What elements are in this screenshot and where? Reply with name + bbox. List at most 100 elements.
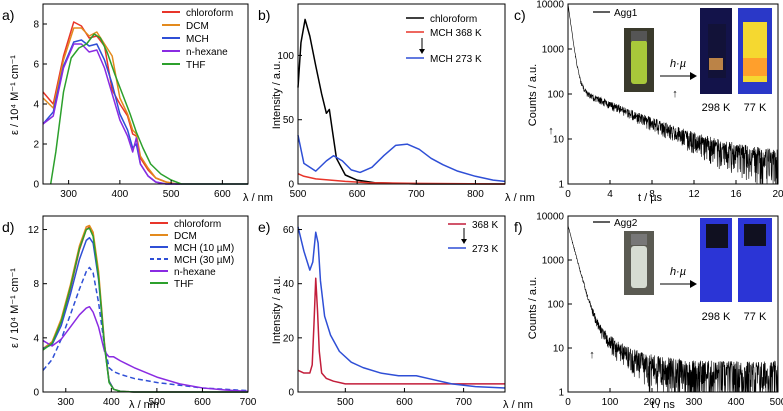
y-tick-label: 40 [283, 279, 295, 290]
panel-f: f) t / ns Counts / a.u. Agg2 h·µ 298 K 7… [514, 212, 783, 411]
x-tick-label: 4 [607, 189, 613, 200]
x-tick-label: 600 [396, 397, 413, 408]
x-axis-label: λ / nm [243, 192, 273, 204]
legend-mch-10: MCH (10 µM) [174, 243, 234, 254]
photo-77k [738, 218, 772, 302]
y-tick-label: 50 [283, 115, 295, 126]
series-273-k [297, 226, 506, 389]
y-tick-label: 6 [33, 60, 39, 71]
photo-298k [700, 8, 732, 94]
y-tick-label: 10000 [536, 212, 564, 223]
plot-frame [42, 215, 249, 393]
temp-label-298k: 298 K [702, 311, 731, 323]
legend-label: Agg1 [614, 8, 638, 19]
series-thf [42, 227, 248, 393]
x-tick-label: 100 [602, 397, 619, 408]
panel-c: c) t / µs Counts / a.u. Agg1 h·µ 298 K 7… [514, 0, 783, 204]
y-tick-label: 2 [33, 140, 39, 151]
series-thf [49, 33, 248, 185]
arrow-head-icon [690, 280, 697, 288]
plot-frame [297, 215, 506, 393]
legend-273k: 273 K [472, 244, 498, 255]
y-tick-label: 10 [553, 344, 565, 355]
y-tick-label: 0 [33, 180, 39, 191]
x-tick-label: 400 [103, 397, 120, 408]
excitation-label: h·µ [670, 266, 686, 278]
y-tick-label: 10 [553, 135, 565, 146]
panel-label: a) [2, 7, 14, 23]
x-tick-label: 500 [337, 397, 354, 408]
temp-label-77k: 77 K [744, 102, 767, 114]
x-tick-label: 700 [240, 397, 257, 408]
x-tick-label: 700 [408, 189, 425, 200]
up-arrow-2: ↑ [672, 88, 678, 100]
x-tick-label: 600 [349, 189, 366, 200]
y-tick-label: 8 [33, 279, 39, 290]
x-tick-label: 500 [290, 189, 307, 200]
x-tick-label: 0 [565, 189, 571, 200]
x-axis-label: t / µs [638, 192, 663, 204]
x-tick-label: 16 [730, 189, 742, 200]
plot-frame [42, 3, 249, 185]
legend-arrow-head [461, 239, 467, 244]
legend-thf: THF [186, 60, 205, 71]
x-tick-label: 500 [149, 397, 166, 408]
x-tick-label: 600 [194, 397, 211, 408]
y-tick-label: 100 [547, 300, 564, 311]
legend-mch-273: MCH 273 K [430, 54, 482, 65]
up-arrow-1: ↑ [548, 125, 554, 137]
y-tick-label: 1 [558, 388, 564, 399]
legend-368k: 368 K [472, 220, 498, 231]
y-tick-label: 0 [288, 180, 294, 191]
x-tick-label: 800 [467, 189, 484, 200]
x-axis-label: t / ns [651, 399, 675, 411]
panel-label: e) [258, 219, 270, 235]
y-tick-label: 1 [558, 180, 564, 191]
legend-mch-368: MCH 368 K [430, 28, 482, 39]
y-tick-label: 20 [283, 333, 295, 344]
y-tick-label: 60 [283, 225, 295, 236]
legend-n-hexane: n-hexane [186, 47, 228, 58]
photo-77k-vial-top [744, 224, 766, 246]
photo-298k-glow [709, 58, 723, 70]
x-tick-label: 20 [772, 189, 783, 200]
x-axis-label: λ / nm [129, 399, 159, 411]
series-n-hexane [42, 43, 248, 185]
up-arrow: ↑ [589, 349, 595, 361]
panel-e: e) λ / nm Intensity / a.u. 368 K 273 K ↑… [258, 215, 595, 411]
x-tick-label: 12 [688, 189, 700, 200]
excitation-label: h·µ [670, 58, 686, 70]
series-mch-368-k [297, 173, 506, 185]
legend-chloroform: chloroform [186, 8, 233, 19]
vial-green-solution [631, 40, 647, 84]
y-tick-label: 4 [33, 100, 39, 111]
legend: chloroform DCM MCH n-hexane THF [162, 8, 233, 71]
x-tick-label: 300 [57, 397, 74, 408]
x-tick-label: 400 [112, 189, 129, 200]
legend-mch: MCH [186, 34, 209, 45]
y-tick-label: 1000 [542, 256, 565, 267]
x-axis-label: λ / nm [505, 192, 535, 204]
photo-77k [738, 8, 772, 94]
legend-dcm: DCM [174, 231, 197, 242]
y-tick-label: 4 [33, 333, 39, 344]
vial-photo [624, 231, 654, 295]
legend: chloroform DCM MCH (10 µM) MCH (30 µM) n… [150, 219, 234, 290]
y-axis-label: Counts / a.u. [527, 64, 539, 126]
y-axis-label: Counts / a.u. [527, 277, 539, 339]
x-tick-label: 200 [644, 397, 661, 408]
series-mch-30-m [42, 266, 249, 392]
y-axis-label: ε / 10⁴ M⁻¹ cm⁻¹ [9, 268, 21, 348]
y-tick-label: 12 [28, 225, 40, 236]
legend-mch-30: MCH (30 µM) [174, 255, 234, 266]
legend: chloroform MCH 368 K MCH 273 K [406, 14, 482, 65]
photo-77k-glow-lower [743, 58, 767, 76]
x-tick-label: 300 [686, 397, 703, 408]
x-tick-label: 600 [214, 189, 231, 200]
y-tick-label: 8 [33, 20, 39, 31]
legend: 368 K 273 K [448, 220, 498, 255]
panel-label: d) [2, 219, 14, 235]
legend-thf: THF [174, 279, 193, 290]
y-axis-label: ε / 10⁴ M⁻¹ cm⁻¹ [9, 55, 21, 135]
series-agg1 [567, 3, 779, 185]
